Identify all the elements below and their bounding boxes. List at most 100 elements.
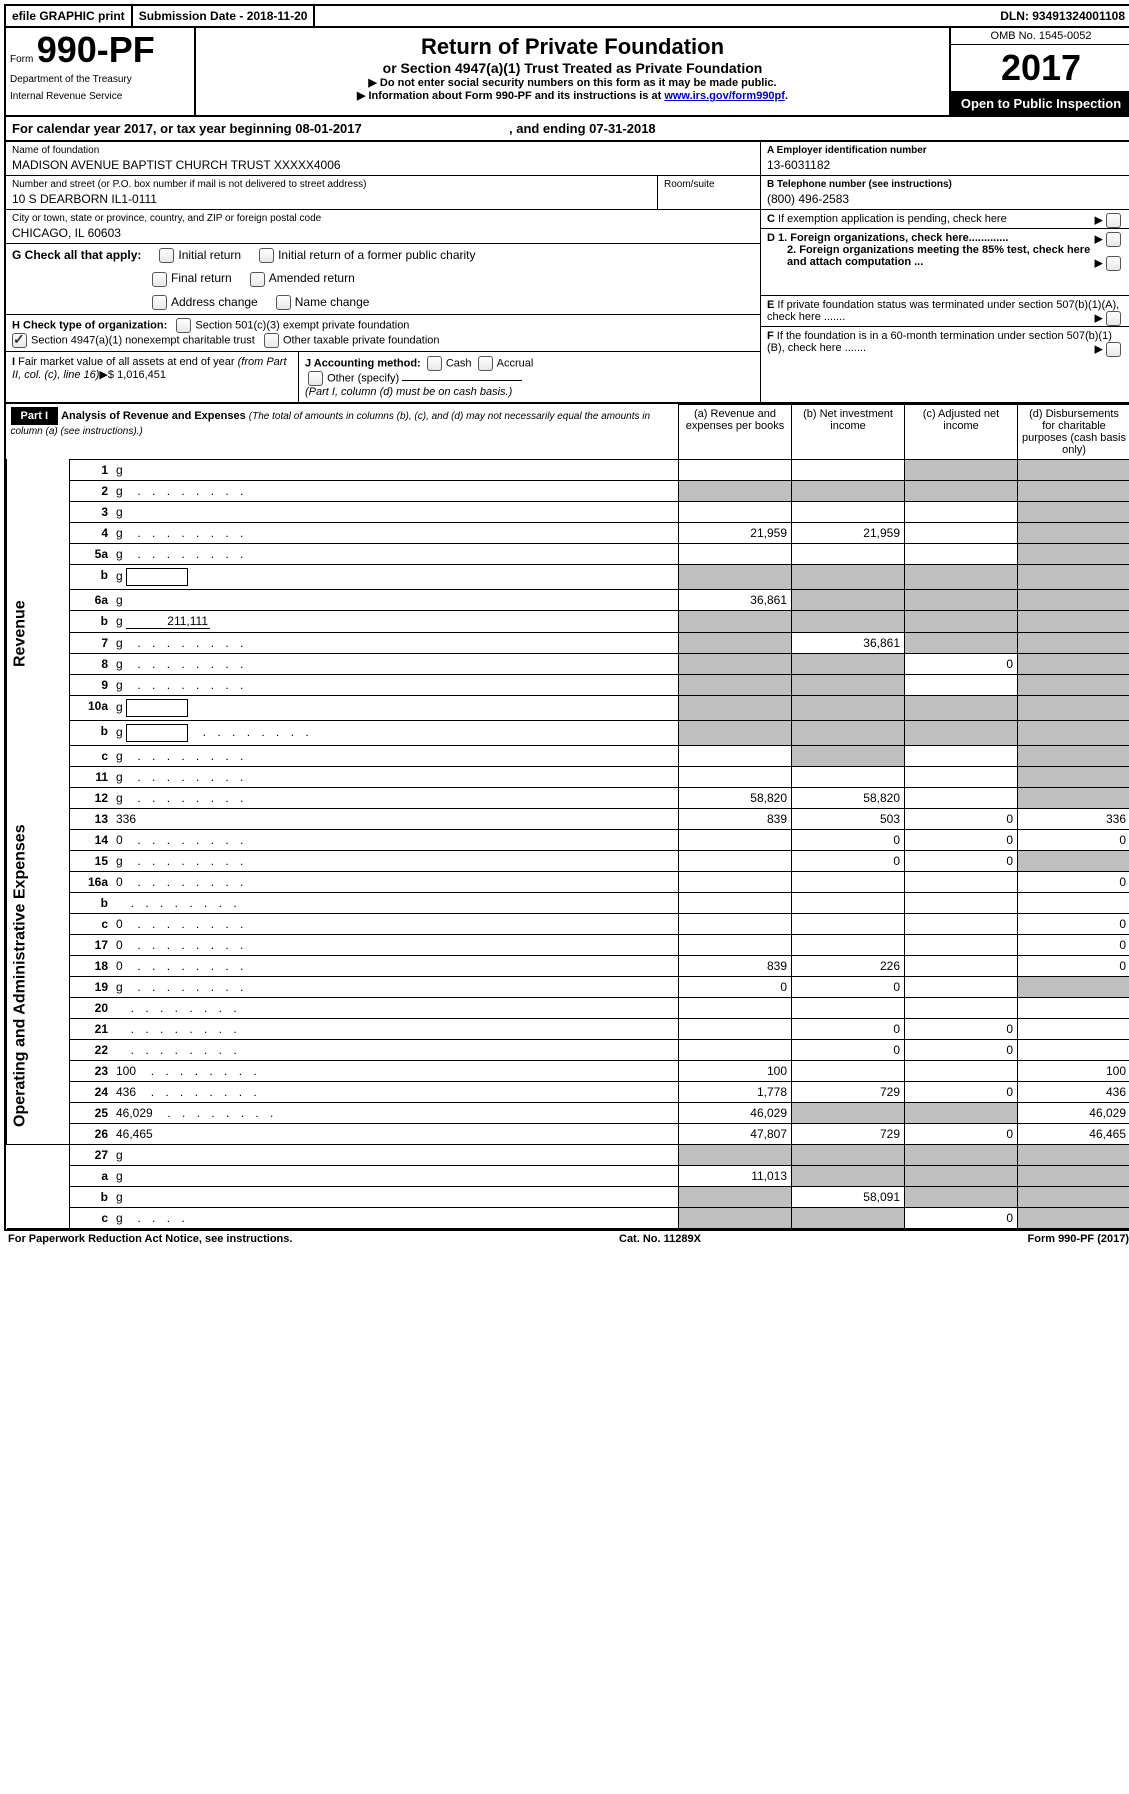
cell-value: 100 bbox=[679, 1060, 792, 1081]
cell-gray bbox=[792, 1207, 905, 1228]
d2-checkbox[interactable] bbox=[1106, 256, 1121, 271]
table-row: bg58,091 bbox=[7, 1186, 1129, 1207]
cell-value bbox=[679, 766, 792, 787]
cell-gray bbox=[1018, 564, 1129, 589]
line-desc: g . . . . . . . . bbox=[112, 653, 679, 674]
line-number: 18 bbox=[70, 955, 113, 976]
year-end: 07-31-2018 bbox=[589, 121, 656, 136]
4947-checkbox[interactable] bbox=[12, 333, 27, 348]
footer-mid: Cat. No. 11289X bbox=[619, 1233, 701, 1245]
table-row: 16a0 . . . . . . . .0 bbox=[7, 871, 1129, 892]
cell-value: 336 bbox=[1018, 808, 1129, 829]
cell-value bbox=[905, 892, 1018, 913]
cell-value bbox=[792, 934, 905, 955]
cell-value: 0 bbox=[905, 653, 1018, 674]
line-number: 19 bbox=[70, 976, 113, 997]
cell-value: 0 bbox=[792, 850, 905, 871]
cell-value bbox=[905, 522, 1018, 543]
dept-irs: Internal Revenue Service bbox=[10, 91, 190, 102]
table-row: Operating and Administrative Expenses133… bbox=[7, 808, 1129, 829]
d1-checkbox[interactable] bbox=[1106, 232, 1121, 247]
omb-number: OMB No. 1545-0052 bbox=[951, 28, 1129, 45]
c-checkbox[interactable] bbox=[1106, 213, 1121, 228]
cell-value: 46,029 bbox=[1018, 1102, 1129, 1123]
cell-value: 58,820 bbox=[679, 787, 792, 808]
line-desc: 0 . . . . . . . . bbox=[112, 871, 679, 892]
table-row: bg bbox=[7, 610, 1129, 632]
g-checks: G Check all that apply: Initial return I… bbox=[6, 244, 760, 315]
line-desc: . . . . . . . . bbox=[112, 1018, 679, 1039]
line-desc: g . . . . . . . . bbox=[112, 850, 679, 871]
cell-value bbox=[905, 745, 1018, 766]
cell-value bbox=[792, 501, 905, 522]
cell-gray bbox=[1018, 653, 1129, 674]
cell-value bbox=[1018, 997, 1129, 1018]
address-change-checkbox[interactable] bbox=[152, 295, 167, 310]
cell-value bbox=[792, 543, 905, 564]
foundation-name: MADISON AVENUE BAPTIST CHURCH TRUST XXXX… bbox=[12, 156, 754, 172]
cell-gray bbox=[679, 695, 792, 720]
other-taxable-checkbox[interactable] bbox=[264, 333, 279, 348]
cell-gray bbox=[792, 674, 905, 695]
cell-gray bbox=[1018, 459, 1129, 480]
efile-label: efile GRAPHIC print bbox=[6, 6, 133, 26]
table-row: 8g . . . . . . . .0 bbox=[7, 653, 1129, 674]
line-desc: 0 . . . . . . . . bbox=[112, 913, 679, 934]
cell-value: 0 bbox=[905, 850, 1018, 871]
name-change-checkbox[interactable] bbox=[276, 295, 291, 310]
line-desc: g . . . . . . . . bbox=[112, 674, 679, 695]
line-desc: g . . . . . . . . bbox=[112, 720, 679, 745]
line-number: 1 bbox=[70, 459, 113, 480]
irs-link[interactable]: www.irs.gov/form990pf bbox=[664, 90, 785, 102]
line-number: c bbox=[70, 745, 113, 766]
cell-value bbox=[905, 976, 1018, 997]
cell-value bbox=[1018, 1039, 1129, 1060]
final-return-checkbox[interactable] bbox=[152, 272, 167, 287]
cell-value bbox=[905, 766, 1018, 787]
initial-former-checkbox[interactable] bbox=[259, 248, 274, 263]
501c3-checkbox[interactable] bbox=[176, 318, 191, 333]
cell-value bbox=[679, 1018, 792, 1039]
side-label: Revenue bbox=[7, 459, 70, 808]
cell-gray bbox=[1018, 501, 1129, 522]
table-row: b . . . . . . . . bbox=[7, 892, 1129, 913]
cell-gray bbox=[792, 480, 905, 501]
cell-value: 0 bbox=[905, 1123, 1018, 1144]
e-checkbox[interactable] bbox=[1106, 311, 1121, 326]
cell-value bbox=[905, 997, 1018, 1018]
line-number: b bbox=[70, 1186, 113, 1207]
cell-value bbox=[905, 501, 1018, 522]
part1-table: Part I Analysis of Revenue and Expenses … bbox=[6, 404, 1129, 1229]
initial-return-checkbox[interactable] bbox=[159, 248, 174, 263]
j-label: J Accounting method: bbox=[305, 357, 421, 369]
table-row: 12g . . . . . . . .58,82058,820 bbox=[7, 787, 1129, 808]
table-row: 23100 . . . . . . . .100100 bbox=[7, 1060, 1129, 1081]
cell-gray bbox=[1018, 1186, 1129, 1207]
cell-value: 58,091 bbox=[792, 1186, 905, 1207]
line-desc: 0 . . . . . . . . bbox=[112, 829, 679, 850]
line-desc: . . . . . . . . bbox=[112, 1039, 679, 1060]
cell-gray bbox=[1018, 632, 1129, 653]
other-method-checkbox[interactable] bbox=[308, 371, 323, 386]
table-row: 170 . . . . . . . .0 bbox=[7, 934, 1129, 955]
cell-value: 0 bbox=[1018, 829, 1129, 850]
cell-gray bbox=[679, 1207, 792, 1228]
cell-value: 0 bbox=[1018, 913, 1129, 934]
cell-value: 100 bbox=[1018, 1060, 1129, 1081]
cell-value bbox=[905, 674, 1018, 695]
j-note: (Part I, column (d) must be on cash basi… bbox=[305, 386, 512, 398]
cell-gray bbox=[905, 1165, 1018, 1186]
form-title: Return of Private Foundation bbox=[202, 34, 943, 60]
line-number: 12 bbox=[70, 787, 113, 808]
cell-value bbox=[905, 913, 1018, 934]
line-desc: . . . . . . . . bbox=[112, 892, 679, 913]
amended-return-checkbox[interactable] bbox=[250, 272, 265, 287]
table-row: 3g bbox=[7, 501, 1129, 522]
line-number: 25 bbox=[70, 1102, 113, 1123]
f-checkbox[interactable] bbox=[1106, 342, 1121, 357]
cell-value: 436 bbox=[1018, 1081, 1129, 1102]
accrual-checkbox[interactable] bbox=[478, 356, 493, 371]
cash-checkbox[interactable] bbox=[427, 356, 442, 371]
room-label: Room/suite bbox=[664, 179, 754, 190]
cell-value bbox=[792, 1060, 905, 1081]
